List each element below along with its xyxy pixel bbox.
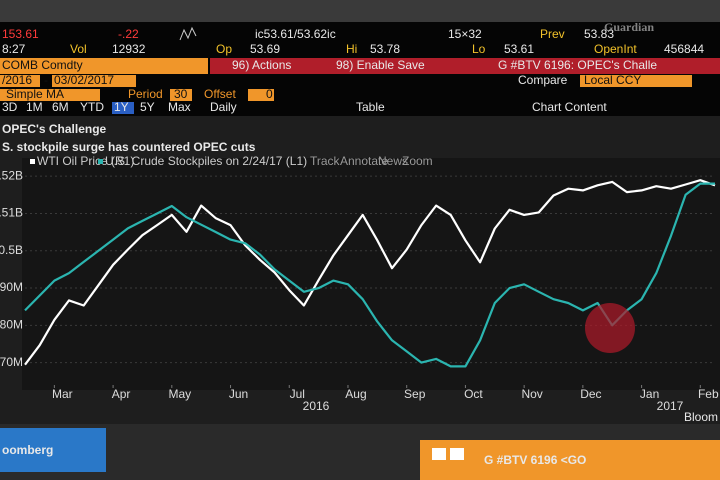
period-button[interactable]: 6M — [52, 100, 69, 114]
legend-label: WTI Oil Price (R1) — [37, 154, 134, 168]
chart-tool[interactable]: News — [378, 154, 408, 168]
watermark: Guardian — [604, 20, 654, 34]
chart-tool[interactable]: Annotate — [340, 154, 388, 168]
size: 15×32 — [448, 27, 482, 41]
period-button[interactable]: 1Y — [114, 100, 129, 114]
ccy: Local CCY — [584, 73, 641, 87]
period-button[interactable]: YTD — [80, 100, 104, 114]
ma: Simple MA — [6, 87, 64, 101]
chart-tool[interactable]: Zoom — [402, 154, 433, 168]
y-tick-label: 470M — [0, 355, 23, 369]
y-tick-label: 480M — [0, 318, 23, 332]
action-bar — [210, 58, 720, 74]
lo-label: Lo — [472, 42, 486, 56]
open-int: 456844 — [664, 42, 704, 56]
x-tick-label: Sep — [404, 387, 426, 401]
bid-ask: ic53.61/53.62ic — [255, 27, 336, 41]
x-tick-label: May — [168, 387, 191, 401]
prev: 53.83 — [584, 27, 614, 41]
year-label: 2016 — [303, 399, 330, 413]
time: 8:27 — [2, 42, 26, 56]
brand: oomberg — [2, 443, 53, 457]
period-button[interactable]: 1M — [26, 100, 43, 114]
start-date-field[interactable] — [0, 75, 40, 87]
offset-field[interactable] — [248, 89, 274, 101]
end-date-field[interactable] — [52, 75, 136, 87]
ticker-box — [420, 440, 720, 480]
x-tick-label: Aug — [345, 387, 366, 401]
ticker: G #BTV 6196 <GO — [484, 453, 586, 467]
news-headline[interactable]: G #BTV 6196: OPEC's Challe — [498, 58, 657, 72]
y-tick-label: 490M — [0, 280, 23, 294]
vol: 12932 — [112, 42, 146, 56]
legend-label: U.S. Crude Stockpiles on 2/24/17 (L1) — [105, 154, 307, 168]
plot: WTI Oil Price (R1)U.S. Crude Stockpiles … — [0, 154, 720, 413]
hi: 53.78 — [370, 42, 400, 56]
date-sep: - — [44, 73, 48, 87]
period-button[interactable]: 5Y — [140, 100, 155, 114]
icon — [450, 448, 464, 460]
y-tick-label: 0.5B — [0, 243, 23, 257]
period-buttons: 3D 1M 6M YTD 1Y 5Y Max — [2, 100, 191, 114]
start-date: /2016 — [2, 73, 32, 87]
end-date: 03/02/2017 — [54, 73, 114, 87]
change: -.22 — [118, 27, 139, 41]
y-tick-label: 0.52B — [0, 168, 23, 182]
source: Bloom — [684, 410, 718, 424]
vol-label: Vol — [70, 42, 87, 56]
security: COMB Comdty — [2, 58, 83, 72]
compare-label: Compare — [518, 73, 568, 87]
frequency[interactable]: Daily — [210, 100, 237, 114]
chart-title: OPEC's Challenge — [2, 122, 107, 136]
offset: 0 — [266, 87, 273, 101]
table-button[interactable]: Table — [356, 100, 385, 114]
hi-label: Hi — [346, 42, 357, 56]
lo: 53.61 — [504, 42, 534, 56]
x-tick-label: Oct — [464, 387, 483, 401]
period-field[interactable] — [170, 89, 192, 101]
y-tick-label: 0.51B — [0, 206, 23, 220]
tv-frame — [0, 0, 720, 22]
period: 30 — [174, 87, 188, 101]
x-tick-label: Mar — [52, 387, 73, 401]
open-int-label: OpenInt — [594, 42, 637, 56]
legend-swatch — [98, 159, 103, 164]
series-line — [24, 179, 716, 366]
brand-box — [0, 428, 106, 472]
actions-button[interactable]: 96) Actions — [232, 58, 291, 72]
icon — [432, 448, 446, 460]
x-tick-label: Dec — [580, 387, 601, 401]
plot-area — [22, 158, 720, 390]
x-tick-label: Jul — [290, 387, 305, 401]
x-tick-label: Apr — [112, 387, 131, 401]
period-label: Period — [128, 87, 163, 101]
chart-subtitle: S. stockpile surge has countered OPEC cu… — [2, 140, 256, 154]
chart-tool[interactable]: Track — [310, 154, 341, 168]
highlight-circle — [585, 303, 635, 353]
x-tick-label: Feb — [698, 387, 719, 401]
prev-label: Prev — [540, 27, 565, 41]
sparkline-icon — [179, 26, 197, 41]
period-selected — [112, 102, 134, 114]
offset-label: Offset — [204, 87, 236, 101]
ccy-field[interactable] — [580, 75, 692, 87]
period-button[interactable]: Max — [168, 100, 191, 114]
x-tick-label: Jan — [640, 387, 659, 401]
x-tick-label: Nov — [521, 387, 542, 401]
security-box[interactable] — [0, 58, 208, 74]
last-price: 153.61 — [2, 27, 39, 41]
op: 53.69 — [250, 42, 280, 56]
legend-swatch — [30, 159, 35, 164]
ma-field[interactable] — [0, 89, 100, 101]
x-tick-label: Jun — [229, 387, 248, 401]
period-button[interactable]: 3D — [2, 100, 18, 114]
chart-content-button[interactable]: Chart Content — [532, 100, 607, 114]
year-label: 2017 — [657, 399, 684, 413]
enable-save-button[interactable]: 98) Enable Save — [336, 58, 425, 72]
op-label: Op — [216, 42, 232, 56]
